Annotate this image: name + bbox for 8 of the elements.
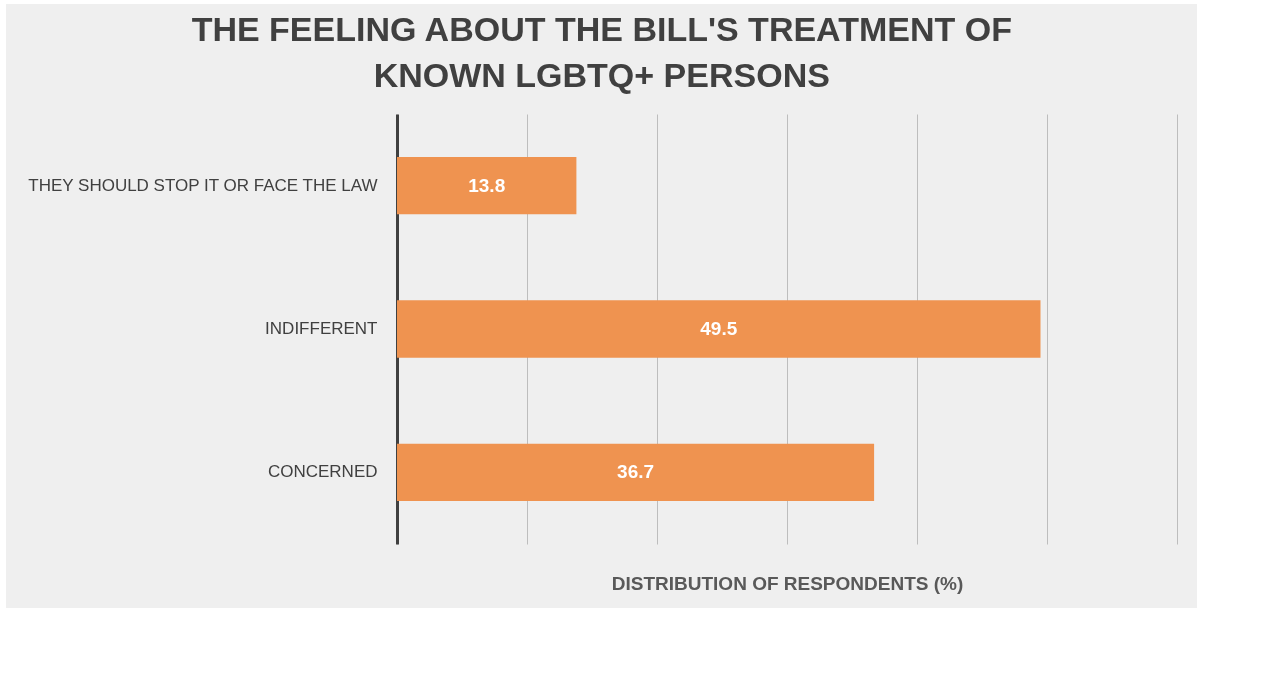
data-label: 36.7: [617, 461, 655, 483]
y-tick-label: CONCERNED: [267, 462, 378, 482]
y-tick-label: INDIFFERENT: [265, 319, 378, 338]
data-label: 49.5: [700, 318, 738, 339]
chart-title: THE FEELING ABOUT THE BILL'S TREATMENT OF KNOWN LGBTQ+ PERSONS: [191, 10, 1012, 94]
data-label: 13.8: [468, 174, 506, 196]
y-tick-label: THEY SHOULD STOP IT OR FACE THE LAW: [28, 175, 378, 195]
x-axis-title: DISTRIBUTION OF RESPONDENTS (%): [611, 572, 964, 594]
